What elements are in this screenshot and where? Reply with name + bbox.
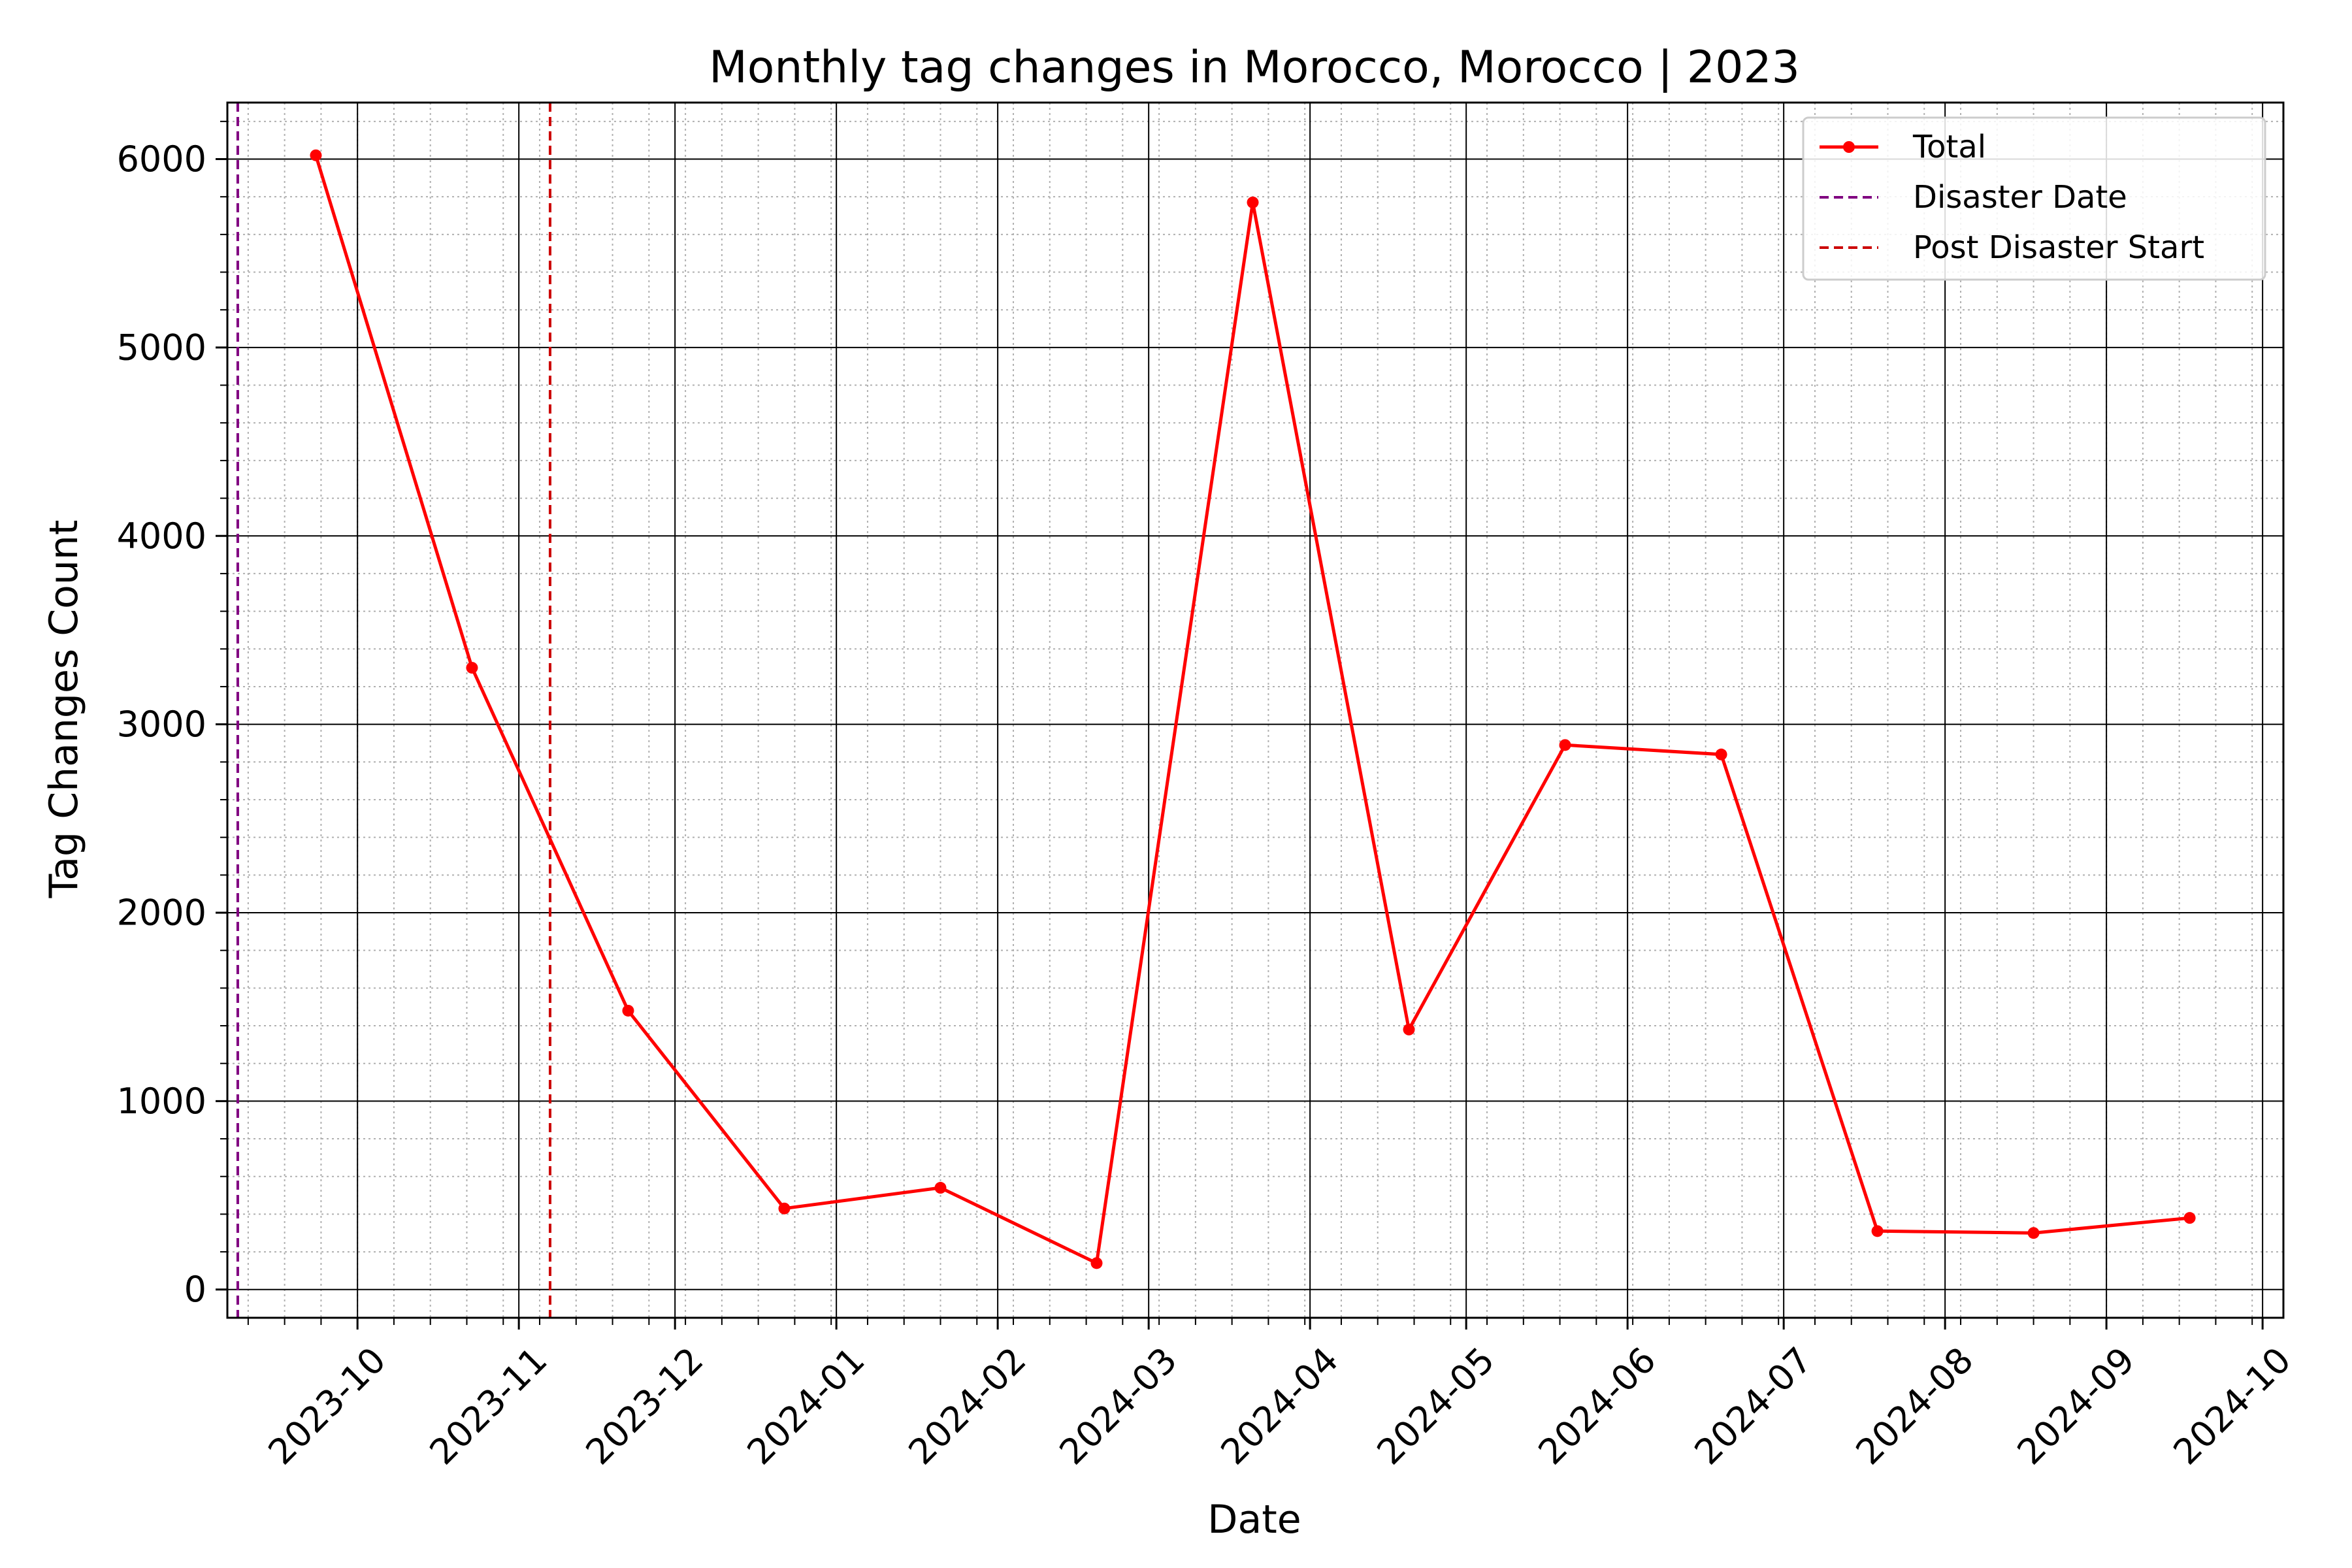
- y-tick-label: 4000: [117, 515, 206, 557]
- y-axis: 0 1000 2000 3000 4000 5000 6000: [117, 120, 227, 1310]
- legend: Total Disaster Date Post Disaster Start: [1802, 116, 2266, 281]
- data-point: [466, 662, 478, 674]
- data-point: [622, 1004, 634, 1017]
- plot-frame: [226, 101, 2285, 1319]
- data-point: [1559, 739, 1571, 751]
- data-point: [310, 149, 322, 161]
- major-grid: [227, 103, 2283, 1318]
- y-tick-label: 2000: [117, 892, 206, 934]
- legend-label: Post Disaster Start: [1913, 229, 2204, 266]
- chart-title: Monthly tag changes in Morocco, Morocco …: [709, 42, 1800, 93]
- data-point: [1871, 1225, 1884, 1237]
- x-axis-label: Date: [1207, 1497, 1301, 1543]
- y-tick-label: 0: [184, 1269, 206, 1310]
- data-point: [778, 1202, 791, 1215]
- legend-marker-total: [1843, 141, 1855, 153]
- y-tick-label: 5000: [117, 327, 206, 368]
- data-point: [1090, 1257, 1103, 1269]
- data-point: [934, 1182, 947, 1194]
- legend-box: [1802, 116, 2266, 281]
- y-tick-label: 1000: [117, 1081, 206, 1122]
- data-point: [1715, 748, 1727, 760]
- series-group: [310, 149, 2196, 1269]
- data-point: [1247, 196, 1259, 208]
- y-tick-label: 6000: [117, 139, 206, 180]
- data-point: [1403, 1023, 1415, 1036]
- legend-label: Total: [1912, 129, 1986, 165]
- data-point: [2027, 1227, 2040, 1239]
- y-tick-label: 3000: [117, 704, 206, 745]
- minor-grid: [227, 103, 2283, 1318]
- reference-lines: [236, 103, 551, 1318]
- plot-area: [226, 101, 2285, 1319]
- data-point: [2183, 1212, 2196, 1224]
- legend-label: Disaster Date: [1913, 179, 2127, 216]
- y-axis-label: Tag Changes Count: [41, 520, 87, 899]
